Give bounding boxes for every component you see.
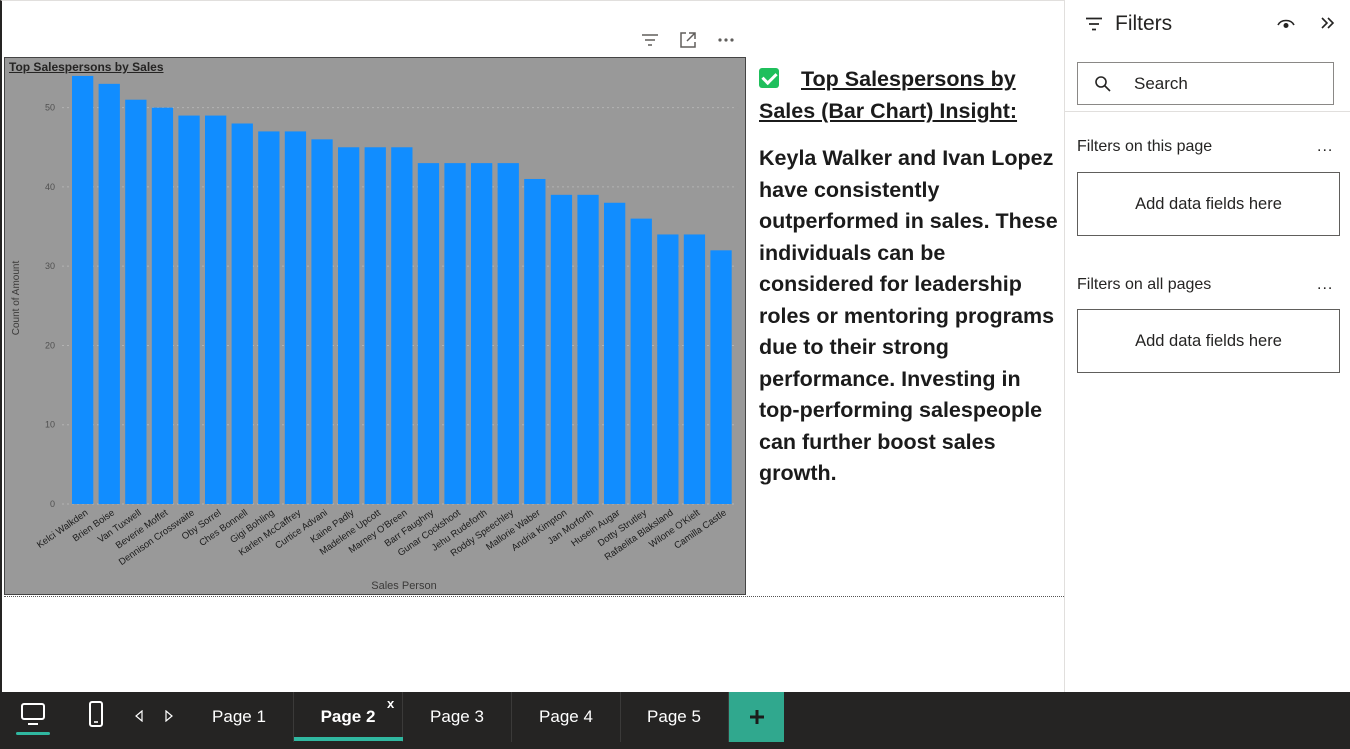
desktop-view-icon[interactable]	[18, 700, 48, 728]
more-options-all-pages[interactable]: ...	[1317, 276, 1334, 293]
more-options-this-page[interactable]: ...	[1317, 138, 1334, 155]
bar-chart-visual[interactable]: Top Salespersons by Sales 0 10 20 30 40 50 Kel…	[4, 57, 746, 595]
bar[interactable]	[604, 202, 626, 504]
y-tick-label: 10	[45, 420, 55, 430]
close-tab-button[interactable]: x	[387, 696, 395, 711]
chart-title: Top Salespersons by Sales	[9, 60, 164, 74]
bar[interactable]	[205, 115, 227, 505]
bar[interactable]	[72, 75, 94, 504]
section-label-all-pages: Filters on all pages	[1077, 276, 1212, 293]
search-input[interactable]	[1134, 73, 1304, 94]
bar[interactable]	[258, 131, 280, 504]
bar[interactable]	[497, 163, 519, 505]
desktop-view-indicator	[16, 732, 50, 735]
bar[interactable]	[125, 99, 147, 504]
filter-search-box[interactable]	[1077, 62, 1334, 105]
filters-pane: Filters Filters on this page ... Add dat…	[1064, 0, 1350, 692]
y-tick-label: 50	[45, 103, 55, 113]
search-icon	[1095, 75, 1111, 92]
bar[interactable]	[630, 218, 652, 505]
bar[interactable]	[417, 163, 440, 505]
bar[interactable]	[710, 250, 732, 504]
bar[interactable]	[391, 147, 413, 504]
active-tab-indicator	[294, 737, 403, 741]
y-tick-label: 30	[45, 261, 55, 271]
tab-page-2[interactable]: Page 2	[294, 692, 403, 742]
page-boundary-divider	[4, 596, 1066, 597]
y-tick-label: 20	[45, 340, 55, 350]
bar[interactable]	[178, 115, 200, 505]
bar[interactable]	[364, 147, 386, 504]
pane-separator	[1065, 111, 1350, 112]
page-navigation-bar: Page 1 Page 2 Page 3 Page 4 Page 5 x	[0, 692, 1350, 749]
drop-well-this-page[interactable]: Add data fields here	[1077, 172, 1340, 236]
add-page-button[interactable]	[729, 692, 784, 742]
y-tick-label: 40	[45, 182, 55, 192]
insight-textbox[interactable]: Top Salespersons by Sales (Bar Chart) In…	[759, 63, 1064, 490]
filters-header: Filters	[1085, 12, 1172, 36]
focus-mode-icon[interactable]	[676, 29, 700, 51]
checkmark-icon	[759, 68, 779, 88]
plus-icon	[749, 710, 764, 724]
bar[interactable]	[577, 194, 599, 504]
eye-icon[interactable]	[1277, 17, 1295, 31]
tab-page-5[interactable]: Page 5	[620, 692, 729, 742]
visual-header-toolbar	[638, 29, 738, 51]
filter-icon[interactable]	[638, 29, 662, 51]
more-options-icon[interactable]	[714, 29, 738, 51]
y-axis-label: Count of Amount	[11, 261, 22, 336]
bar[interactable]	[151, 107, 174, 505]
mobile-view-icon[interactable]	[84, 700, 108, 728]
bar[interactable]	[231, 123, 253, 504]
bar[interactable]	[550, 194, 573, 504]
previous-page-icon[interactable]	[132, 708, 146, 724]
filters-title: Filters	[1115, 12, 1173, 35]
x-axis-label: Sales Person	[371, 580, 436, 592]
insight-heading-text: Top Salespersons by Sales (Bar Chart) In…	[759, 67, 1018, 123]
bar[interactable]	[471, 163, 493, 505]
next-page-icon[interactable]	[162, 708, 176, 724]
tab-page-4[interactable]: Page 4	[512, 692, 621, 742]
bar[interactable]	[98, 83, 120, 504]
bar[interactable]	[524, 178, 546, 504]
chevron-double-right-icon[interactable]	[1319, 14, 1337, 32]
bar[interactable]	[284, 131, 307, 504]
drop-well-all-pages[interactable]: Add data fields here	[1077, 309, 1340, 373]
y-tick-label: 0	[50, 499, 55, 509]
tab-page-1[interactable]: Page 1	[185, 692, 294, 742]
tab-page-3[interactable]: Page 3	[403, 692, 512, 742]
insight-heading: Top Salespersons by Sales (Bar Chart) In…	[759, 63, 1064, 127]
filter-icon	[1086, 17, 1102, 31]
section-label-this-page: Filters on this page	[1077, 138, 1213, 155]
insight-body: Keyla Walker and Ivan Lopez have consist…	[759, 146, 1058, 485]
bar[interactable]	[311, 139, 333, 504]
bar[interactable]	[683, 234, 706, 505]
report-canvas: Top Salespersons by Sales 0 10 20 30 40 50 Kel…	[0, 0, 1064, 692]
bar[interactable]	[444, 163, 466, 505]
bar[interactable]	[338, 147, 360, 504]
bar[interactable]	[657, 234, 679, 505]
